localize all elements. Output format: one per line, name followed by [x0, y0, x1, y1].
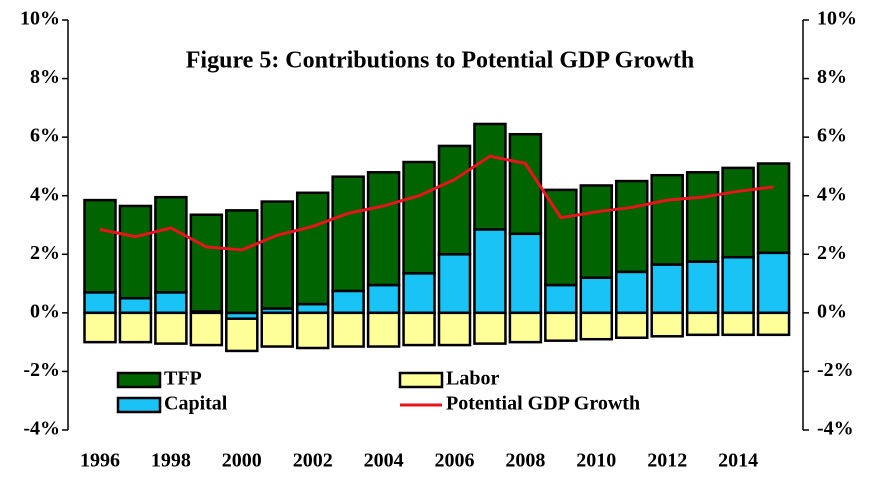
x-tick-label: 1998: [151, 450, 191, 472]
y-tick-label: 6%: [30, 125, 60, 147]
bar-segment: [331, 311, 365, 348]
legend-label: Capital: [164, 393, 228, 415]
bar-segment: [437, 253, 472, 315]
bar-segment: [295, 311, 330, 350]
bar-segment: [366, 283, 401, 315]
x-tick-label: 2010: [576, 450, 616, 472]
bar-segment: [508, 311, 543, 344]
bar-segment: [225, 317, 259, 353]
bar-segment: [295, 302, 330, 315]
bar-segment: [154, 195, 188, 294]
x-tick-label: 2014: [718, 450, 758, 472]
legend-label: Potential GDP Growth: [446, 393, 640, 415]
bar-segment: [508, 232, 543, 315]
x-tick-label: 1996: [80, 450, 120, 472]
bar-segment: [473, 228, 507, 315]
y-tick-label: 8%: [30, 66, 60, 88]
bar-segment: [756, 162, 791, 255]
bar-segment: [331, 289, 365, 315]
y2-tick-label: 8%: [817, 66, 847, 88]
bar-segment: [118, 311, 153, 344]
x-tick-label: 2008: [505, 450, 545, 472]
bars: [83, 122, 791, 353]
y-tick-label: 10%: [20, 8, 60, 30]
bar-segment: [685, 311, 720, 337]
bar-segment: [685, 260, 720, 315]
bar-segment: [260, 200, 294, 310]
bar-segment: [473, 311, 507, 345]
y2-tick-label: -4%: [817, 418, 854, 440]
bar-segment: [154, 291, 188, 315]
y2-tick-label: 2%: [817, 242, 847, 264]
bar-segment: [544, 188, 578, 287]
y2-tick-label: -2%: [817, 359, 854, 381]
y2-tick-label: 6%: [817, 125, 847, 147]
bar-segment: [756, 251, 791, 315]
bar-segment: [721, 255, 755, 315]
x-tick-label: 2006: [435, 450, 475, 472]
bar-segment: [508, 132, 543, 236]
bar-segment: [685, 171, 720, 263]
legend-swatch: [116, 371, 162, 389]
x-tick-label: 2004: [364, 450, 404, 472]
legend-label: Labor: [446, 368, 499, 390]
bar-segment: [721, 166, 755, 259]
legend-label: TFP: [164, 368, 202, 390]
y-tick-label: -2%: [23, 359, 60, 381]
x-tick-label: 2002: [293, 450, 333, 472]
y-tick-label: 2%: [30, 242, 60, 264]
y2-tick-label: 10%: [817, 8, 857, 30]
y-tick-label: 0%: [30, 300, 60, 322]
bar-segment: [437, 311, 472, 347]
bar-segment: [756, 311, 791, 337]
bar-segment: [721, 311, 755, 337]
bar-segment: [402, 311, 436, 347]
bar-segment: [83, 311, 117, 344]
bar-segment: [650, 263, 684, 315]
y2-tick-label: 0%: [817, 300, 847, 322]
bar-segment: [118, 296, 153, 315]
bar-segment: [579, 184, 614, 279]
legend-swatch: [398, 371, 444, 389]
bar-segment: [544, 311, 578, 342]
bar-segment: [331, 175, 365, 293]
bar-segment: [83, 198, 117, 294]
y-tick-label: -4%: [23, 418, 60, 440]
bar-segment: [650, 173, 684, 266]
bar-segment: [650, 311, 684, 338]
x-tick-label: 2012: [647, 450, 687, 472]
bar-segment: [189, 213, 224, 313]
bar-segment: [154, 311, 188, 345]
bar-segment: [366, 171, 401, 287]
bar-segment: [402, 160, 436, 275]
chart-title: Figure 5: Contributions to Potential GDP…: [186, 48, 694, 74]
bar-segment: [295, 191, 330, 306]
x-tick-label: 2000: [222, 450, 262, 472]
bar-segment: [579, 276, 614, 315]
legend-swatch: [116, 396, 162, 414]
bar-segment: [615, 179, 649, 274]
bar-segment: [118, 204, 153, 300]
bar-segment: [189, 311, 224, 347]
bar-segment: [437, 144, 472, 256]
bar-segment: [544, 283, 578, 315]
bar-segment: [615, 311, 649, 340]
bar-segment: [260, 311, 294, 348]
bar-segment: [225, 209, 259, 315]
bar-segment: [366, 311, 401, 348]
bar-segment: [402, 272, 436, 315]
line-series: [99, 154, 774, 252]
y2-tick-label: 4%: [817, 183, 847, 205]
y-tick-label: 4%: [30, 183, 60, 205]
bar-segment: [473, 122, 507, 231]
bar-segment: [615, 270, 649, 315]
bar-segment: [83, 291, 117, 315]
bar-segment: [579, 311, 614, 341]
